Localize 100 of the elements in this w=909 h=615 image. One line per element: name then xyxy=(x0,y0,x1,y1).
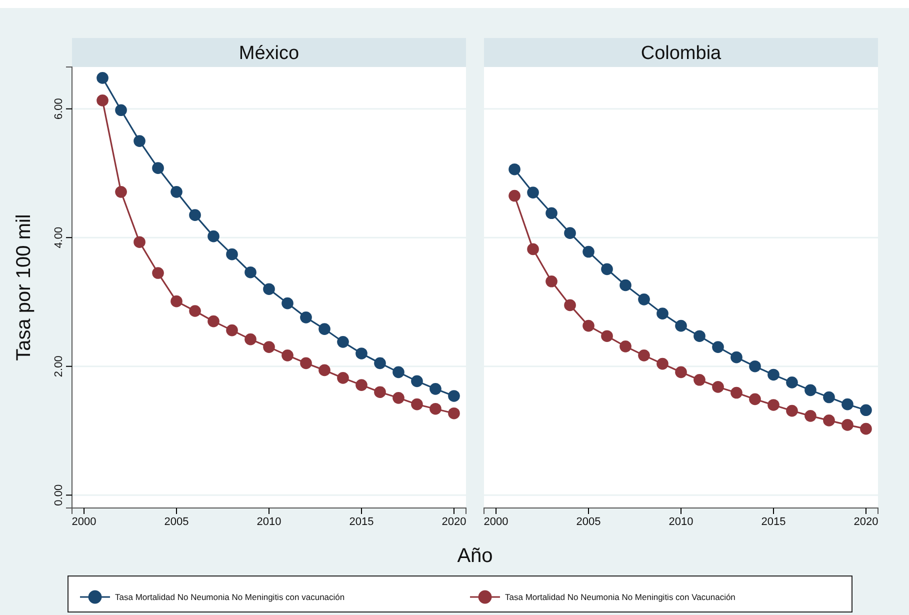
point xyxy=(823,414,835,426)
y-axis-title: Tasa por 100 mil xyxy=(13,214,35,361)
point xyxy=(244,266,256,278)
point xyxy=(601,330,613,342)
x-tick-label: 2000 xyxy=(72,516,96,528)
point xyxy=(115,186,127,198)
point xyxy=(527,186,539,198)
legend-label: Tasa Mortalidad No Neumonia No Meningitis con Vacunación xyxy=(505,592,736,602)
point xyxy=(96,94,108,106)
point xyxy=(411,375,423,388)
point xyxy=(768,368,780,381)
point xyxy=(786,404,798,417)
point xyxy=(208,230,220,242)
y-tick-label: 4.00 xyxy=(53,226,65,248)
point xyxy=(694,330,706,342)
point xyxy=(374,357,386,370)
x-tick-label: 2010 xyxy=(668,516,694,528)
point xyxy=(208,315,220,328)
point xyxy=(564,227,576,240)
legend-label: Tasa Mortalidad No Neumonia No Meningitis con vacunación xyxy=(115,592,345,602)
x-axis-title: Año xyxy=(457,545,493,567)
point xyxy=(263,283,275,296)
x-tick-label: 2015 xyxy=(349,516,374,528)
point xyxy=(96,72,108,84)
point xyxy=(508,163,520,176)
x-tick-label: 2000 xyxy=(484,516,508,528)
point xyxy=(134,236,146,248)
point xyxy=(675,366,687,378)
point xyxy=(675,320,687,332)
point xyxy=(749,393,761,406)
point xyxy=(582,320,594,332)
chart-title: México xyxy=(238,43,300,64)
point xyxy=(508,190,520,202)
point xyxy=(601,263,613,276)
x-tick-label: 2015 xyxy=(761,516,786,528)
point xyxy=(411,398,423,410)
point xyxy=(189,209,201,221)
point xyxy=(356,379,368,391)
point xyxy=(226,324,238,336)
point xyxy=(804,410,816,422)
point xyxy=(823,391,835,404)
point xyxy=(170,186,182,198)
point xyxy=(152,267,164,279)
point xyxy=(115,104,127,116)
point xyxy=(226,248,238,260)
point xyxy=(430,382,442,395)
point xyxy=(392,392,404,404)
point xyxy=(842,419,854,431)
point xyxy=(564,299,576,312)
point xyxy=(263,341,275,353)
point xyxy=(620,279,632,292)
point xyxy=(527,243,539,256)
point xyxy=(656,308,668,320)
point xyxy=(337,372,349,384)
point xyxy=(282,297,294,310)
point xyxy=(638,294,650,306)
point xyxy=(694,374,706,386)
x-tick-label: 2020 xyxy=(854,516,878,528)
point xyxy=(430,402,442,415)
point xyxy=(300,312,312,324)
point xyxy=(318,364,330,376)
point xyxy=(582,246,594,258)
point xyxy=(546,207,558,220)
point xyxy=(730,351,742,364)
point xyxy=(374,386,386,398)
point xyxy=(356,348,368,360)
x-tick-label: 2005 xyxy=(164,516,189,528)
x-tick-label: 2020 xyxy=(442,516,466,528)
point xyxy=(786,376,798,388)
point xyxy=(842,398,854,410)
point xyxy=(860,422,872,435)
point xyxy=(448,407,460,420)
y-tick-label: 6.00 xyxy=(53,98,65,120)
x-tick-label: 2010 xyxy=(256,516,282,528)
point xyxy=(638,350,650,362)
point xyxy=(546,275,558,288)
point xyxy=(804,384,816,396)
point xyxy=(134,135,146,147)
x-tick-label: 2005 xyxy=(576,516,601,528)
point xyxy=(860,404,872,416)
point xyxy=(282,350,294,362)
point xyxy=(244,333,256,346)
point xyxy=(318,323,330,335)
point xyxy=(730,386,742,399)
point xyxy=(749,360,761,372)
point xyxy=(448,390,460,402)
point xyxy=(152,162,164,174)
point xyxy=(300,357,312,370)
point xyxy=(170,295,182,308)
point xyxy=(337,336,349,348)
point xyxy=(656,358,668,370)
point xyxy=(392,366,404,378)
y-tick-label: 2.00 xyxy=(53,356,65,378)
point xyxy=(712,381,724,393)
point xyxy=(189,305,201,317)
point xyxy=(712,341,724,353)
point xyxy=(620,340,632,352)
y-tick-label: 0.00 xyxy=(53,484,65,506)
chart-title: Colombia xyxy=(640,43,722,64)
point xyxy=(768,399,780,411)
